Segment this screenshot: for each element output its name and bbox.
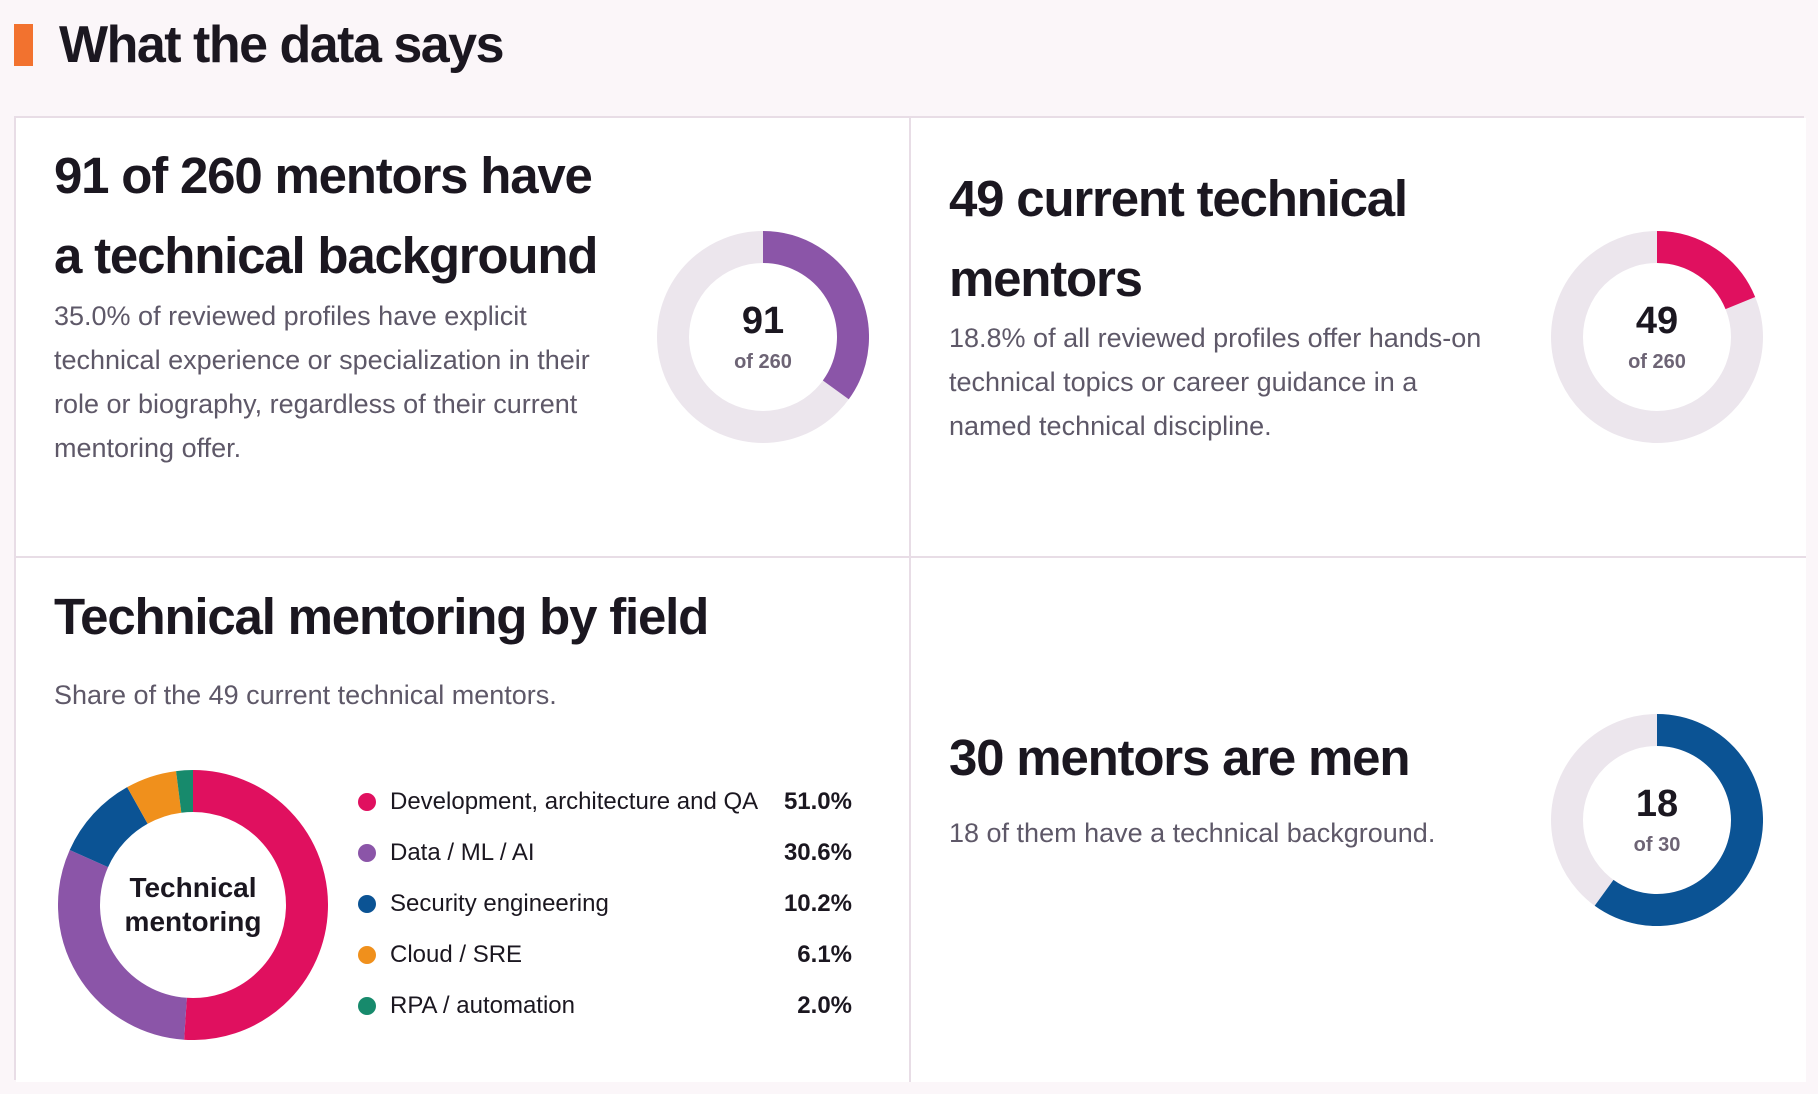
card-description-line: 18.8% of all reviewed profiles offer han… — [949, 323, 1482, 353]
card-title-line: 49 current technical — [949, 170, 1408, 227]
donut-center: 49 of 260 — [1551, 231, 1763, 443]
legend-swatch — [358, 894, 376, 913]
card-title-line: a technical background — [54, 227, 598, 284]
card-title: Technical mentoring by field — [54, 588, 709, 645]
chart-legend: Development, architecture and QA 51.0% Dat… — [358, 776, 852, 1031]
card-subtitle: Share of the 49 current technical mentor… — [54, 680, 557, 710]
pie-slice — [58, 849, 188, 1040]
legend-swatch — [358, 792, 376, 811]
card-title: 91 of 260 mentors have a technical backg… — [54, 136, 598, 296]
pie-slice — [176, 770, 194, 813]
pie-slice — [184, 770, 328, 1040]
card-description-line: 35.0% of reviewed profiles have explicit — [54, 301, 527, 331]
card-description-line: named technical discipline. — [949, 411, 1272, 441]
legend-label: Cloud / SRE — [390, 940, 523, 968]
legend-value: 6.1% — [797, 940, 852, 968]
legend-swatch — [358, 945, 376, 964]
card-title-line: mentors — [949, 250, 1143, 307]
legend-item: Development, architecture and QA 51.0% — [358, 776, 852, 827]
card-current-technical: 49 current technical mentors 18.8% of al… — [911, 118, 1806, 558]
legend-swatch — [358, 843, 376, 862]
card-title-line: 91 of 260 mentors have — [54, 147, 593, 204]
pie-center-label: Technical mentoring — [58, 770, 328, 1040]
field-donut-chart: Technical mentoring — [58, 770, 328, 1040]
legend-label: RPA / automation — [390, 991, 575, 1019]
card-description-line: role or biography, regardless of their c… — [54, 389, 578, 419]
donut-total: of 260 — [734, 351, 792, 373]
donut-value: 49 — [1635, 300, 1679, 342]
legend-item: RPA / automation 2.0% — [358, 980, 852, 1031]
legend-item: Security engineering 10.2% — [358, 878, 852, 929]
legend-label: Development, architecture and QA — [390, 787, 759, 815]
legend-item: Data / ML / AI 30.6% — [358, 827, 852, 878]
legend-value: 10.2% — [783, 889, 852, 917]
pie-slice — [69, 787, 149, 868]
progress-donut: 18 of 30 — [1551, 714, 1763, 926]
donut-center: 91 of 260 — [657, 231, 869, 443]
donut-value: 18 — [1635, 783, 1679, 825]
donut-center: 18 of 30 — [1551, 714, 1763, 926]
progress-donut-svg — [1551, 231, 1763, 443]
legend-value: 30.6% — [783, 838, 852, 866]
card-description: 18 of them have a technical background. — [949, 818, 1436, 848]
legend-value: 51.0% — [783, 787, 852, 815]
stats-grid: 91 of 260 mentors have a technical backg… — [14, 116, 1806, 1082]
card-description: 18.8% of all reviewed profiles offer han… — [949, 316, 1509, 448]
section-header: What the data says — [14, 14, 505, 76]
legend-label: Data / ML / AI — [390, 838, 535, 866]
card-title: 30 mentors are men — [949, 729, 1410, 786]
card-description-line: mentoring offer. — [54, 433, 242, 463]
legend-swatch — [358, 996, 376, 1015]
field-donut-svg — [58, 770, 328, 1040]
section-accent-bar — [14, 24, 33, 66]
card-description-line: technical topics or career guidance in a — [949, 367, 1418, 397]
donut-progress-arc — [1594, 714, 1763, 926]
pie-center-text: Technical mentoring — [124, 872, 262, 937]
progress-donut: 49 of 260 — [1551, 231, 1763, 443]
card-description-line: technical experience or specialization i… — [54, 345, 590, 375]
legend-label: Security engineering — [390, 889, 609, 917]
card-men: 30 mentors are men 18 of them have a tec… — [911, 558, 1806, 1082]
section-title: What the data says — [59, 16, 505, 74]
donut-value: 91 — [741, 300, 785, 342]
donut-progress-arc — [762, 231, 869, 400]
card-title: 49 current technical mentors — [949, 159, 1408, 319]
legend-value: 2.0% — [797, 991, 852, 1019]
donut-progress-arc — [1656, 231, 1756, 310]
legend-item: Cloud / SRE 6.1% — [358, 929, 852, 980]
pie-slice — [127, 771, 183, 825]
donut-total: of 30 — [1633, 834, 1681, 856]
progress-donut: 91 of 260 — [657, 231, 869, 443]
card-technical-background: 91 of 260 mentors have a technical backg… — [16, 118, 911, 558]
card-description: 35.0% of reviewed profiles have explicit… — [54, 294, 594, 470]
donut-total: of 260 — [1628, 351, 1686, 373]
progress-donut-svg — [657, 231, 869, 443]
progress-donut-svg — [1551, 714, 1763, 926]
